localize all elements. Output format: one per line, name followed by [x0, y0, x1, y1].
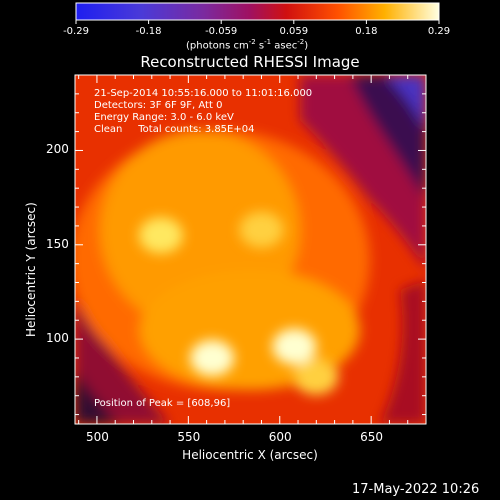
emission-source — [239, 211, 284, 248]
x-tick-label: 650 — [360, 430, 384, 444]
emission-source — [294, 358, 339, 395]
annotation-detectors: Detectors: 3F 6F 9F, Att 0 — [94, 100, 223, 111]
annotation-clean: Clean Total counts: 3.85E+04 — [94, 124, 255, 135]
annotation-peak: Position of Peak = [608,96] — [94, 398, 231, 409]
rhessi-image — [75, 75, 426, 424]
colorbar-tick-label: -0.29 — [63, 26, 89, 37]
colorbar-tick-label: -0.059 — [205, 26, 238, 37]
colorbar-unit: (photons cm-2 s-1 asec-2) — [186, 38, 309, 52]
emission-source — [190, 339, 235, 376]
colorbar — [75, 2, 440, 21]
chart-title: Reconstructed RHESSI Image — [140, 53, 360, 71]
y-tick-label: 150 — [46, 236, 69, 251]
x-axis-label: Heliocentric X (arcsec) — [182, 448, 318, 462]
plot-frame — [74, 74, 427, 425]
y-tick-label: 200 — [46, 142, 69, 157]
colorbar-tick-label: -0.18 — [135, 26, 162, 37]
colorbar-ticks — [75, 20, 440, 24]
y-tick-label: 100 — [46, 331, 69, 346]
x-tick-label: 550 — [177, 430, 201, 444]
axis-ticks — [75, 74, 427, 424]
timestamp: 17-May-2022 10:26 — [352, 482, 480, 497]
emission-source — [138, 217, 183, 254]
colorbar-tick-label: 0.18 — [355, 26, 378, 37]
annotation-time-range: 21-Sep-2014 10:55:16.000 to 11:01:16.000 — [94, 88, 313, 99]
colorbar-tick-label: 0.059 — [279, 26, 309, 37]
y-axis-label: Heliocentric Y (arcsec) — [24, 202, 38, 337]
x-tick-label: 600 — [268, 430, 292, 444]
annotation-energy: Energy Range: 3.0 - 6.0 keV — [94, 112, 234, 123]
colorbar-tick-label: 0.29 — [427, 26, 451, 37]
emission-source — [272, 328, 317, 365]
x-tick-label: 500 — [85, 430, 109, 444]
